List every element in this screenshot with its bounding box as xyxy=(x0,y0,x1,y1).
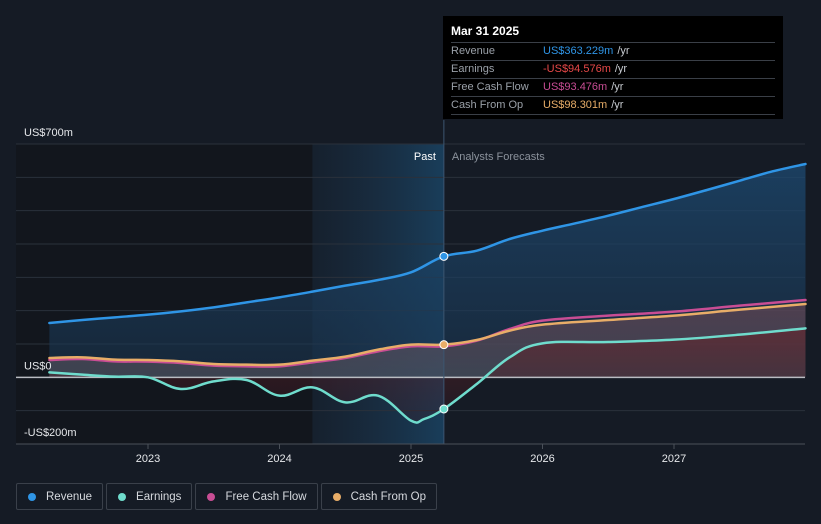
series-line-free-cash-flow xyxy=(48,298,807,368)
earnings-dot-icon xyxy=(118,492,127,501)
tooltip-row-revenue: Revenue US$363.229m /yr xyxy=(451,43,775,61)
tooltip-row-earnings: Earnings -US$94.576m /yr xyxy=(451,61,775,79)
legend-label: Earnings xyxy=(136,490,182,503)
analysts-forecasts-label: Analysts Forecasts xyxy=(452,151,545,163)
legend-label: Cash From Op xyxy=(350,490,427,503)
series-lines xyxy=(48,162,807,424)
legend-label: Free Cash Flow xyxy=(225,490,307,503)
tooltip-label: Cash From Op xyxy=(451,99,524,111)
tooltip-label: Free Cash Flow xyxy=(451,81,529,93)
legend: Revenue Earnings Free Cash Flow Cash Fro… xyxy=(16,483,438,510)
tooltip-value: -US$94.576m xyxy=(543,63,611,75)
y-tick-label: US$0 xyxy=(24,360,52,372)
earnings-area xyxy=(49,328,806,423)
tooltip-row-cash-from-op: Cash From Op US$98.301m /yr xyxy=(451,97,775,115)
plot-background-dark xyxy=(16,144,313,444)
legend-item-cash-from-op[interactable]: Cash From Op xyxy=(320,483,438,510)
series-line-earnings xyxy=(48,327,807,424)
tooltip-unit: /yr xyxy=(617,45,630,57)
x-tick-label: 2024 xyxy=(267,453,291,465)
tooltip-unit: /yr xyxy=(611,81,624,93)
x-axis-ticks: 2023 2024 2025 2026 2027 xyxy=(136,444,686,465)
y-tick-label: US$700m xyxy=(24,127,73,139)
x-tick-label: 2023 xyxy=(136,453,160,465)
series-line-cash-from-op xyxy=(48,302,807,367)
legend-label: Revenue xyxy=(46,490,93,503)
cash-from-op-dot-icon xyxy=(332,492,341,501)
x-tick-label: 2027 xyxy=(662,453,686,465)
tooltip-value: US$363.229m xyxy=(543,45,614,57)
revenue-dot-icon xyxy=(28,492,36,501)
marker-cash-from-op xyxy=(439,340,449,350)
free-cash-flow-dot-icon xyxy=(207,492,216,501)
tooltip-label: Revenue xyxy=(451,45,496,57)
series-areas xyxy=(49,164,806,423)
x-tick-label: 2026 xyxy=(530,453,554,465)
x-tick-label: 2025 xyxy=(399,453,423,465)
series-line-revenue xyxy=(48,162,807,325)
legend-item-revenue[interactable]: Revenue xyxy=(16,483,104,510)
tooltip-unit: /yr xyxy=(614,63,628,75)
legend-item-free-cash-flow[interactable]: Free Cash Flow xyxy=(195,483,318,510)
past-label: Past xyxy=(414,151,436,163)
y-axis-labels: US$700m US$0 -US$200m xyxy=(24,127,77,439)
tooltip-value: US$98.301m xyxy=(543,99,608,111)
legend-item-earnings[interactable]: Earnings xyxy=(106,483,193,510)
tooltip-value: US$93.476m xyxy=(543,81,608,93)
marker-revenue xyxy=(439,251,449,261)
y-tick-label: -US$200m xyxy=(24,427,77,439)
hover-tooltip: Mar 31 2025 Revenue US$363.229m /yr Earn… xyxy=(443,16,783,119)
tooltip-unit: /yr xyxy=(611,99,624,111)
hover-markers xyxy=(439,251,449,414)
tooltip-label: Earnings xyxy=(451,63,495,75)
marker-earnings xyxy=(439,404,449,414)
tooltip-row-free-cash-flow: Free Cash Flow US$93.476m /yr xyxy=(451,79,775,97)
tooltip-date: Mar 31 2025 xyxy=(451,24,775,43)
